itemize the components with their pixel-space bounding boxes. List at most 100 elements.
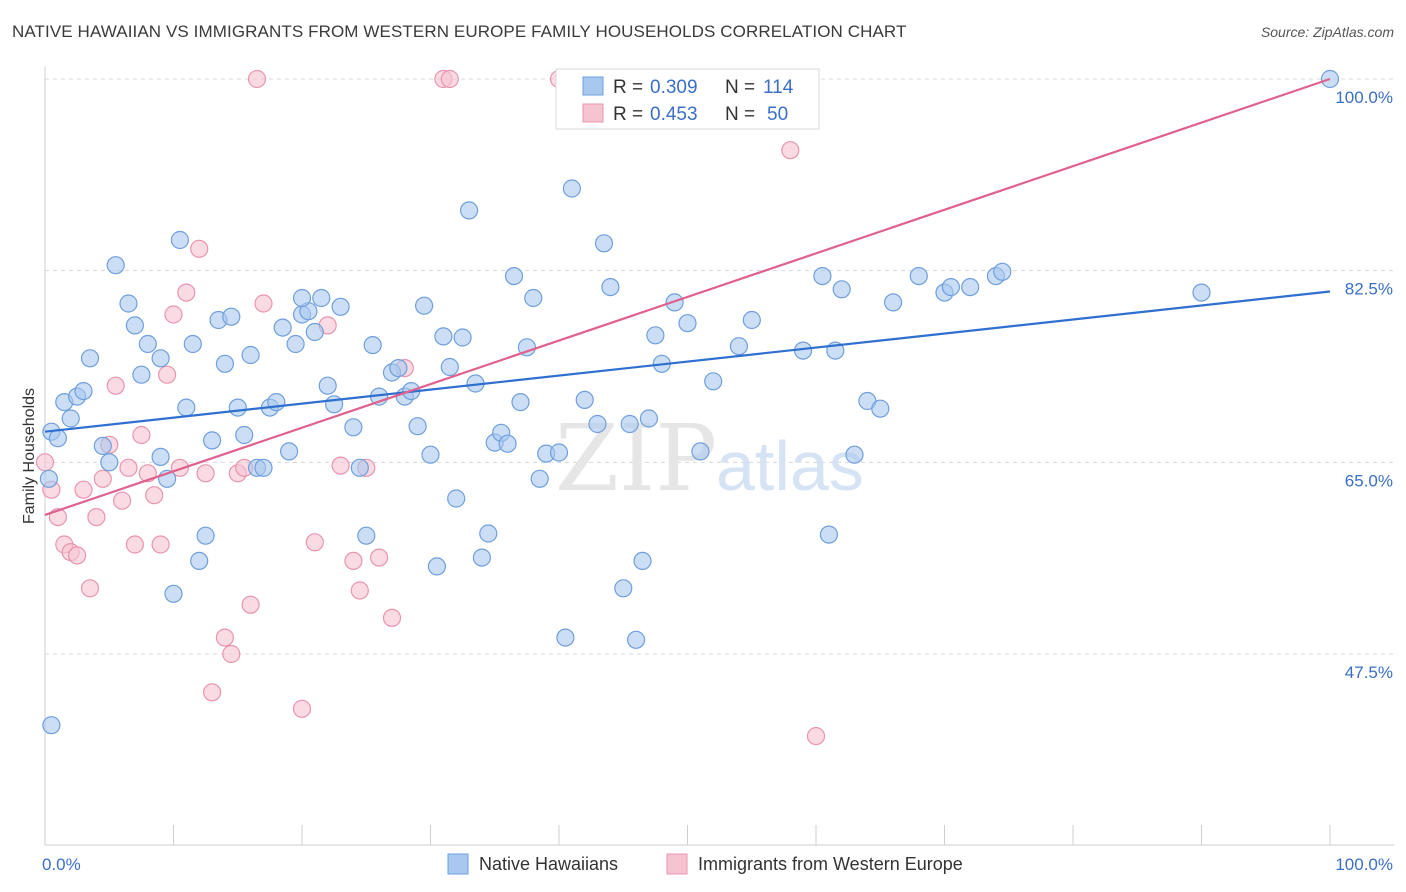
native-hawaiians-point-18 [170,230,189,250]
immigrants-point-23 [190,239,209,258]
immigrants-point-37 [344,551,363,571]
native-hawaiians-point-8 [93,436,112,455]
grid [45,78,1394,655]
immigrants-point-34 [305,533,324,552]
immigrants-point-5 [67,546,87,565]
native-hawaiians-point-72 [530,469,549,488]
y-tick-label-0: 47.5% [1345,663,1393,682]
legend-r-value-blue: 0.309 [650,77,698,98]
native-hawaiians-point-78 [588,414,607,434]
native-hawaiians-point-89 [678,314,697,333]
native-hawaiians-point-91 [704,372,723,391]
immigrants-point-26 [215,628,234,647]
native-hawaiians-point-19 [177,398,196,417]
source-label: Source: ZipAtlas.com [1260,24,1394,40]
native-hawaiians-point-55 [421,445,440,464]
native-hawaiians-point-80 [601,278,620,297]
native-hawaiians-point-93 [742,310,761,330]
immigrants-point-31 [247,69,267,89]
immigrants-point-14 [125,535,144,554]
bottom-legend-swatch-blue [447,853,469,875]
native-hawaiians-point-106 [961,278,980,297]
immigrants-point-13 [119,458,138,477]
legend-r-value-pink: 0.453 [650,104,698,125]
native-hawaiians-point-31 [254,458,273,477]
immigrants-point-11 [106,376,125,395]
immigrants-point-12 [112,491,132,510]
immigrants-point-30 [241,595,260,614]
native-hawaiians-point-71 [524,288,543,308]
native-hawaiians-point-2 [48,429,68,448]
bottom-legend: Native Hawaiians Immigrants from Western… [447,853,963,875]
legend-n-label-blue: N = [725,77,755,98]
immigrants-point-48 [781,141,800,160]
native-hawaiians-point-50 [389,359,408,378]
legend-n-label-pink: N = [725,104,755,125]
immigrants-point-20 [164,305,183,324]
native-hawaiians-point-17 [164,584,183,603]
native-hawaiians-point-99 [845,445,864,464]
immigrants-point-6 [74,480,93,499]
native-hawaiians-point-39 [305,322,324,342]
immigrants-point-44 [440,69,459,89]
native-hawaiians-point-95 [813,267,832,286]
native-hawaiians-point-111 [42,716,61,735]
native-hawaiians-point-27 [228,398,247,417]
native-hawaiians-point-15 [151,349,170,368]
native-hawaiians-point-9 [100,453,119,472]
legend-r-label-pink: R = [613,104,643,125]
native-hawaiians-point-20 [183,334,202,354]
immigrants-point-38 [350,581,369,600]
native-hawaiians-point-11 [119,294,138,313]
native-hawaiians-point-35 [280,442,299,461]
native-hawaiians-point-40 [312,288,331,308]
immigrants-point-8 [87,507,106,527]
native-hawaiians-point-70 [517,338,537,357]
trendline-native-hawaiians [44,290,1331,433]
legend-swatch-pink [582,103,604,123]
native-hawaiians-point-28 [235,425,254,445]
native-hawaiians-point-83 [626,630,646,649]
x-tick-label-1: 100.0% [1335,855,1393,874]
trendlines [44,77,1331,516]
immigrants-point-18 [151,535,170,554]
native-hawaiians-point-14 [138,334,157,354]
native-hawaiians-point-76 [562,179,582,198]
native-hawaiians-point-22 [196,526,215,545]
native-hawaiians-point-85 [639,409,659,428]
native-hawaiians-point-108 [993,262,1012,281]
y-tick-label-3: 100.0% [1335,88,1393,107]
native-hawaiians-point-21 [190,551,209,571]
immigrants-point-17 [145,486,164,505]
legend-r-label-blue: R = [613,77,643,98]
native-hawaiians-point-46 [357,526,376,545]
bottom-legend-label-pink: Immigrants from Western Europe [698,854,963,874]
native-hawaiians-point-96 [819,525,839,544]
native-hawaiians-point-6 [74,382,93,401]
native-hawaiians-point-102 [883,293,903,312]
legend-n-value-pink: 50 [767,104,788,125]
immigrants-point-33 [292,699,312,718]
y-axis-label: Family Households [21,388,38,524]
native-hawaiians-point-34 [273,318,292,337]
native-hawaiians-point-56 [427,557,446,576]
immigrants-point-21 [170,458,189,477]
legend-n-value-blue: 114 [763,77,794,98]
native-hawaiians-point-98 [832,280,851,299]
native-hawaiians-point-43 [331,297,350,316]
native-hawaiians-point-29 [241,345,260,365]
native-hawaiians-point-79 [594,234,614,253]
native-hawaiians-point-53 [408,417,427,436]
immigrants-point-25 [203,683,222,702]
native-hawaiians-point-12 [125,316,144,335]
y-tick-label-2: 82.5% [1345,280,1393,299]
native-hawaiians-point-113 [151,447,170,466]
native-hawaiians-point-4 [61,409,80,428]
native-hawaiians-point-26 [222,307,241,326]
native-hawaiians-point-41 [318,376,337,395]
native-hawaiians-point-82 [620,414,639,434]
native-hawaiians-point-69 [511,393,530,412]
immigrants-point-27 [222,644,241,664]
native-hawaiians-point-92 [729,337,749,356]
watermark-atlas: atlas [716,427,864,505]
